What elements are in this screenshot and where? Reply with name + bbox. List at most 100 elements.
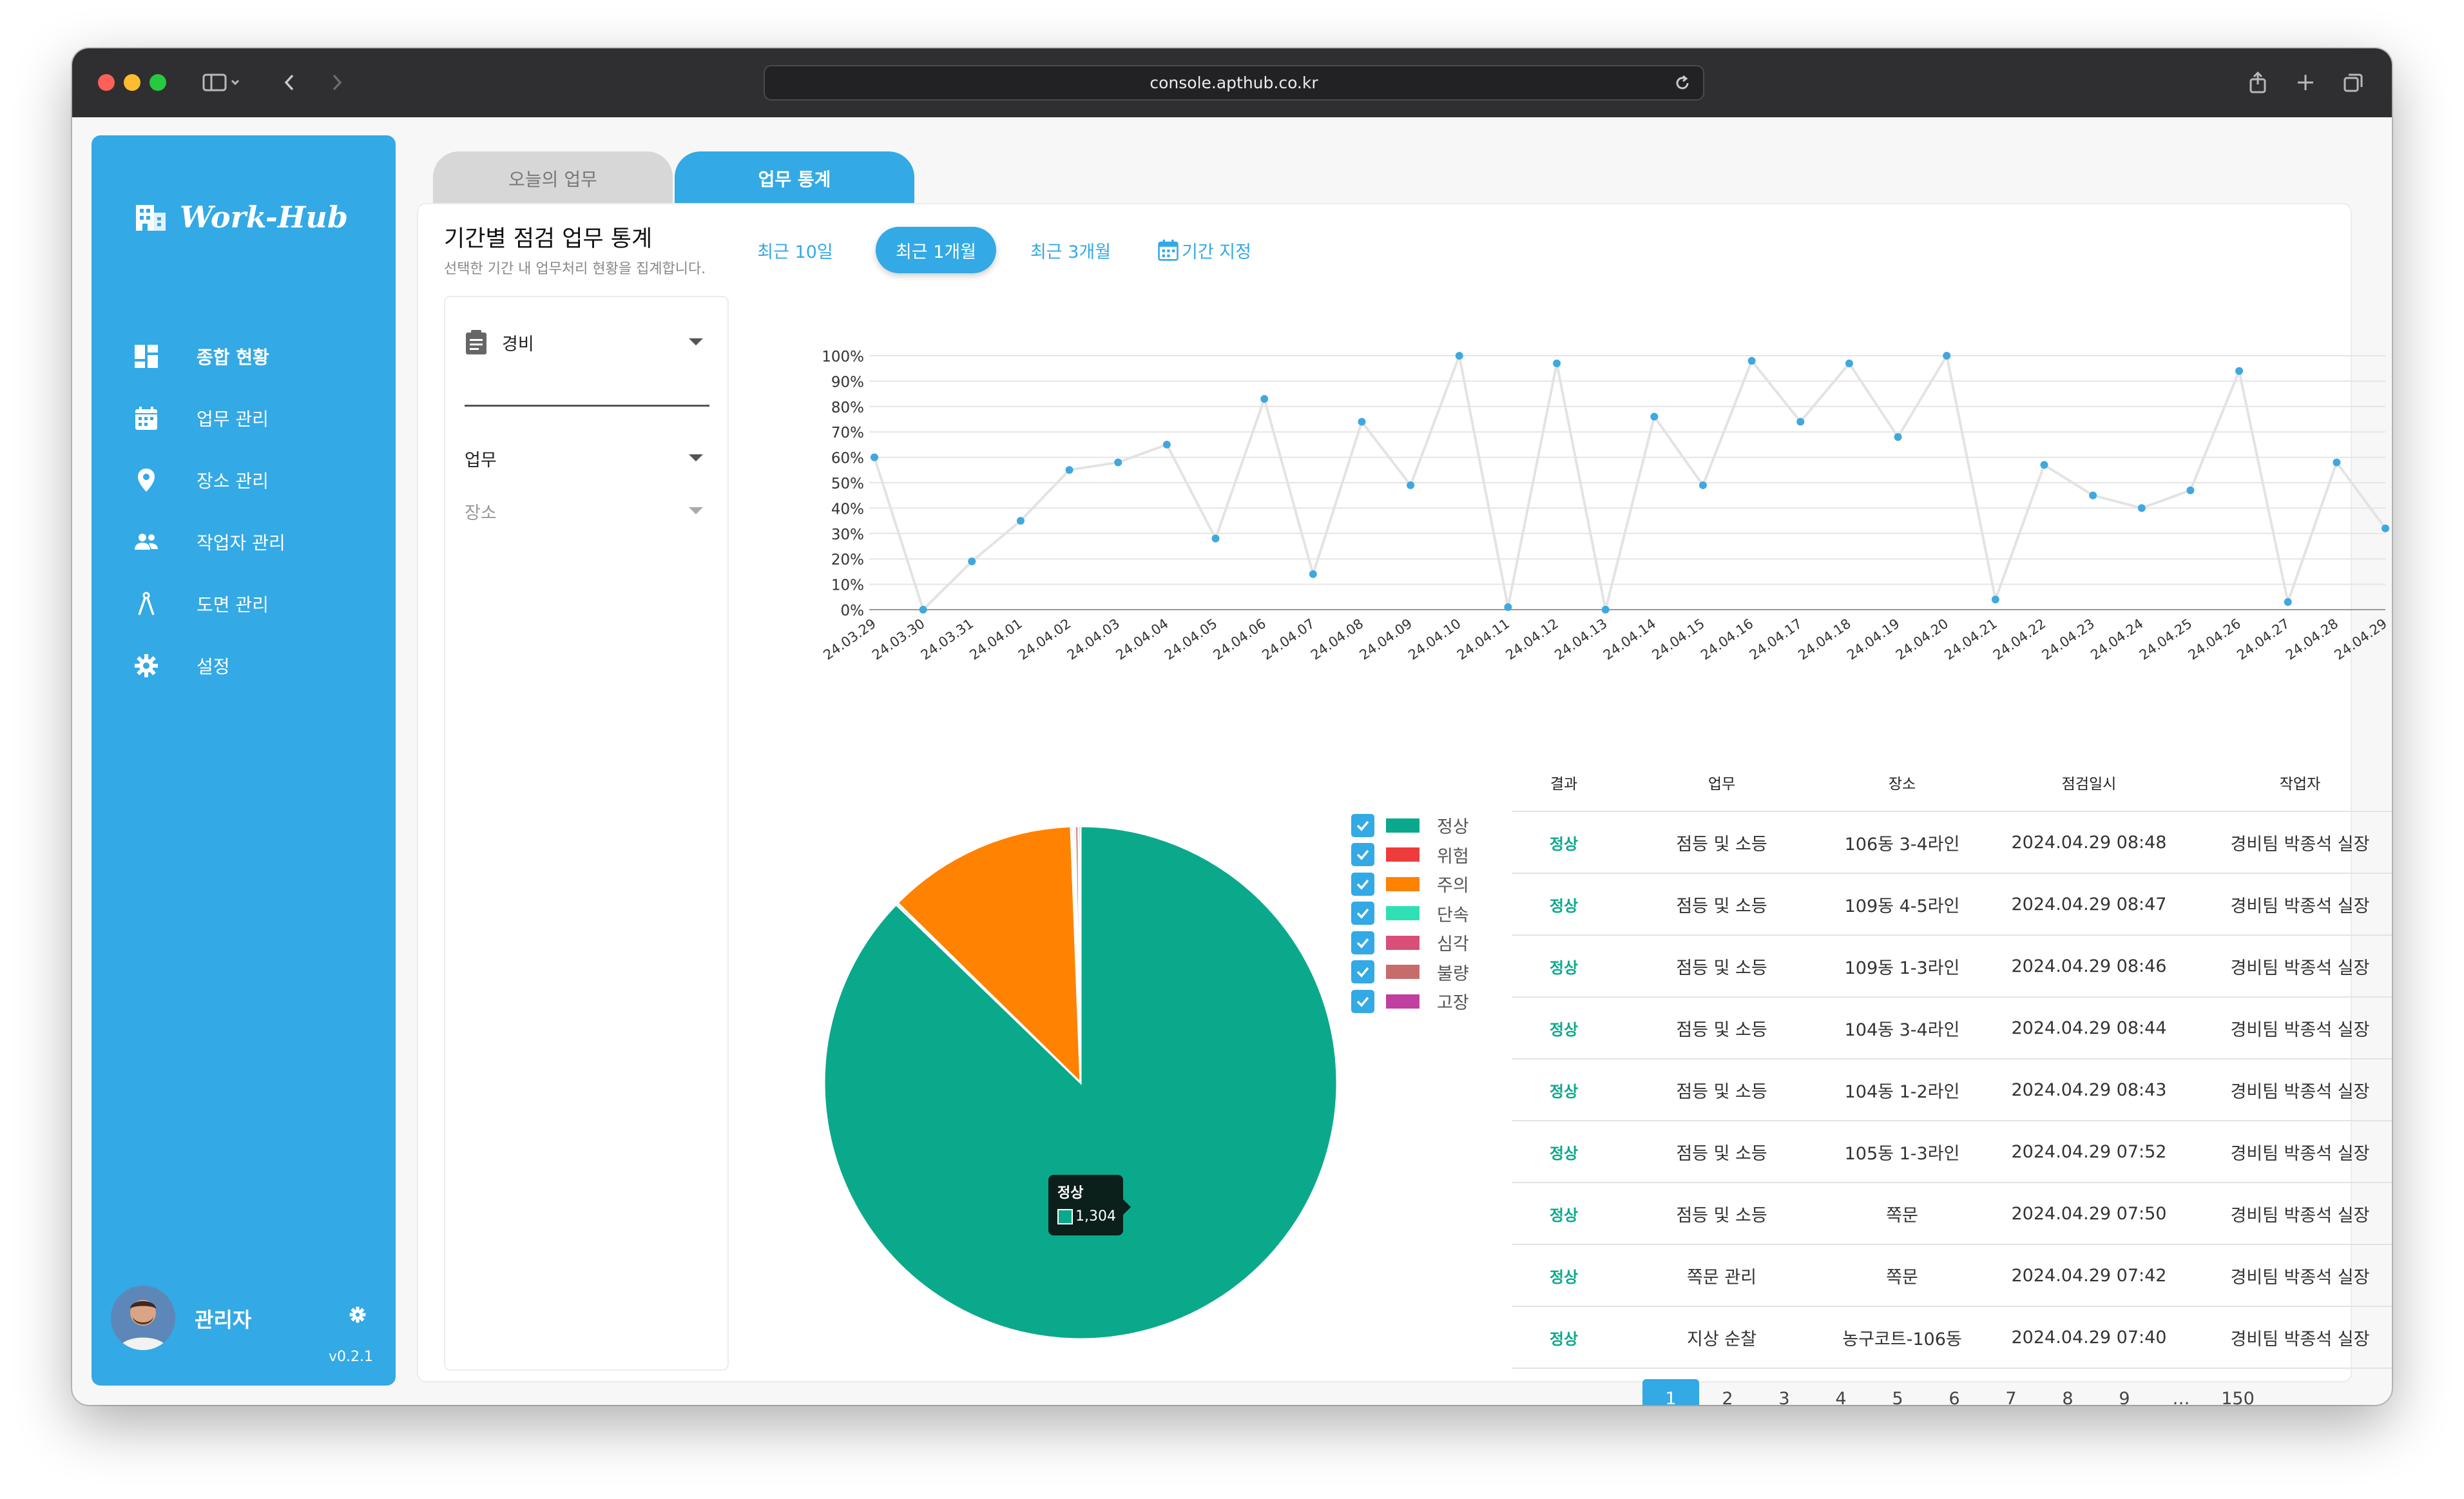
data-point[interactable] bbox=[871, 453, 878, 461]
page-button[interactable]: 7 bbox=[2005, 1388, 2017, 1406]
category-select[interactable]: 경비 bbox=[465, 328, 709, 356]
page-button[interactable]: 3 bbox=[1778, 1388, 1790, 1406]
legend-item[interactable]: 위험 bbox=[1351, 840, 1469, 870]
data-point[interactable] bbox=[1699, 481, 1707, 489]
data-point[interactable] bbox=[919, 606, 927, 614]
legend-checkbox[interactable] bbox=[1351, 989, 1374, 1013]
data-point[interactable] bbox=[1162, 440, 1171, 449]
page-button[interactable]: 8 bbox=[2062, 1388, 2074, 1406]
data-point[interactable] bbox=[1407, 481, 1415, 489]
data-point[interactable] bbox=[2235, 367, 2244, 375]
legend-item[interactable]: 단속 bbox=[1351, 899, 1469, 929]
legend-item[interactable]: 불량 bbox=[1351, 958, 1469, 987]
sidebar-item-drawings[interactable]: 도면 관리 bbox=[91, 573, 396, 635]
data-point[interactable] bbox=[2137, 504, 2146, 512]
data-point[interactable] bbox=[1747, 356, 1756, 365]
sidebar-item-places[interactable]: 장소 관리 bbox=[91, 449, 396, 511]
data-point[interactable] bbox=[1845, 359, 1853, 367]
data-point[interactable] bbox=[1796, 418, 1805, 426]
data-point[interactable] bbox=[1309, 570, 1317, 578]
close-window-button[interactable] bbox=[98, 74, 115, 91]
legend-checkbox[interactable] bbox=[1351, 931, 1374, 954]
column-header-result[interactable]: 결과 bbox=[1550, 776, 1578, 793]
page-button[interactable]: 9 bbox=[2119, 1388, 2130, 1406]
data-point[interactable] bbox=[2382, 524, 2389, 532]
data-point[interactable] bbox=[1504, 603, 1512, 612]
data-point[interactable] bbox=[1455, 352, 1463, 360]
column-header-worker[interactable]: 작업자 bbox=[2279, 776, 2321, 793]
legend-checkbox[interactable] bbox=[1351, 813, 1374, 837]
address-bar[interactable]: console.apthub.co.kr bbox=[764, 65, 1704, 101]
data-point[interactable] bbox=[1065, 466, 1073, 474]
sidebar-item-tasks[interactable]: 업무 관리 bbox=[91, 387, 396, 449]
page-button[interactable]: 150 bbox=[2221, 1388, 2255, 1406]
pie-slice[interactable] bbox=[1077, 825, 1082, 1083]
data-point[interactable] bbox=[1601, 606, 1610, 614]
table-row[interactable]: 정상 점등 및 소등 106동 3-4라인 2024.04.29 08:48 경비팀 박… bbox=[1512, 812, 2392, 874]
share-icon[interactable] bbox=[2245, 66, 2271, 99]
data-point[interactable] bbox=[968, 557, 976, 566]
data-point[interactable] bbox=[1943, 352, 1951, 360]
page-button[interactable]: 6 bbox=[1949, 1388, 1960, 1406]
data-point[interactable] bbox=[1016, 517, 1025, 525]
profile-settings-icon[interactable] bbox=[349, 1306, 366, 1326]
legend-checkbox[interactable] bbox=[1351, 960, 1374, 984]
legend-checkbox[interactable] bbox=[1351, 843, 1374, 867]
pie-slice[interactable] bbox=[896, 825, 1082, 1085]
data-point[interactable] bbox=[1211, 534, 1220, 543]
column-header-place[interactable]: 장소 bbox=[1888, 776, 1916, 793]
new-tab-icon[interactable] bbox=[2293, 66, 2318, 99]
legend-item[interactable]: 심각 bbox=[1351, 928, 1469, 958]
tab-overview-icon[interactable] bbox=[2340, 66, 2366, 99]
table-row[interactable]: 정상 점등 및 소등 쪽문 2024.04.29 07:50 경비팀 박종석 실장 bbox=[1512, 1183, 2392, 1245]
data-point[interactable] bbox=[2089, 491, 2097, 499]
period-3months-button[interactable]: 최근 3개월 bbox=[1030, 242, 1112, 262]
tab-task-stats[interactable]: 업무 통계 bbox=[675, 151, 914, 205]
table-row[interactable]: 정상 점등 및 소등 104동 1-2라인 2024.04.29 08:43 경비팀 박… bbox=[1512, 1059, 2392, 1121]
app-logo[interactable]: Work-Hub bbox=[133, 200, 348, 235]
task-select[interactable]: 업무 bbox=[465, 445, 709, 471]
column-header-datetime[interactable]: 점검일시 bbox=[2061, 776, 2117, 793]
page-button[interactable]: 5 bbox=[1892, 1388, 1903, 1406]
period-1month-button[interactable]: 최근 1개월 bbox=[876, 227, 996, 273]
table-row[interactable]: 정상 점등 및 소등 104동 3-4라인 2024.04.29 08:44 경비팀 박… bbox=[1512, 998, 2392, 1059]
back-icon[interactable] bbox=[277, 66, 303, 99]
page-button[interactable]: 1 bbox=[1642, 1379, 1699, 1405]
sidebar-item-settings[interactable]: 설정 bbox=[91, 635, 396, 697]
place-select[interactable]: 장소 bbox=[465, 498, 709, 524]
legend-item[interactable]: 주의 bbox=[1351, 869, 1469, 899]
legend-item[interactable]: 고장 bbox=[1351, 987, 1469, 1016]
table-row[interactable]: 정상 점등 및 소등 109동 4-5라인 2024.04.29 08:47 경비팀 박… bbox=[1512, 874, 2392, 936]
table-row[interactable]: 정상 점등 및 소등 109동 1-3라인 2024.04.29 08:46 경비팀 박… bbox=[1512, 936, 2392, 998]
tab-today-tasks[interactable]: 오늘의 업무 bbox=[433, 151, 673, 205]
period-custom-button[interactable]: 기간 지정 bbox=[1143, 227, 1266, 273]
data-point[interactable] bbox=[1358, 418, 1366, 426]
data-point[interactable] bbox=[1991, 595, 1999, 604]
data-point[interactable] bbox=[1894, 433, 1902, 441]
sidebar-toggle-icon[interactable] bbox=[196, 66, 247, 99]
legend-item[interactable]: 정상 bbox=[1351, 811, 1469, 840]
data-point[interactable] bbox=[1114, 458, 1122, 467]
data-point[interactable] bbox=[2186, 486, 2195, 494]
sidebar-item-workers[interactable]: 작업자 관리 bbox=[91, 511, 396, 573]
legend-checkbox[interactable] bbox=[1351, 902, 1374, 925]
sidebar-item-dashboard[interactable]: 종합 현황 bbox=[91, 325, 396, 387]
data-point[interactable] bbox=[2333, 458, 2341, 467]
table-row[interactable]: 정상 쪽문 관리 쪽문 2024.04.29 07:42 경비팀 박종석 실장 bbox=[1512, 1245, 2392, 1307]
data-point[interactable] bbox=[1553, 359, 1561, 367]
table-row[interactable]: 정상 점등 및 소등 105동 1-3라인 2024.04.29 07:52 경비팀 박… bbox=[1512, 1121, 2392, 1183]
minimize-window-button[interactable] bbox=[124, 74, 140, 91]
avatar[interactable] bbox=[111, 1286, 175, 1350]
reload-icon[interactable] bbox=[1673, 74, 1691, 96]
period-10days-button[interactable]: 최근 10일 bbox=[757, 242, 833, 262]
zoom-window-button[interactable] bbox=[149, 74, 166, 91]
data-point[interactable] bbox=[2284, 598, 2292, 606]
page-button[interactable]: 4 bbox=[1835, 1388, 1847, 1406]
page-button[interactable]: 2 bbox=[1722, 1388, 1733, 1406]
legend-checkbox[interactable] bbox=[1351, 872, 1374, 896]
forward-icon[interactable] bbox=[323, 66, 349, 99]
data-point[interactable] bbox=[1650, 412, 1659, 421]
table-row[interactable]: 정상 지상 순찰 농구코트-106동 2024.04.29 07:40 경비팀 박종석 … bbox=[1512, 1307, 2392, 1369]
data-point[interactable] bbox=[2040, 461, 2048, 469]
column-header-task[interactable]: 업무 bbox=[1708, 776, 1736, 793]
